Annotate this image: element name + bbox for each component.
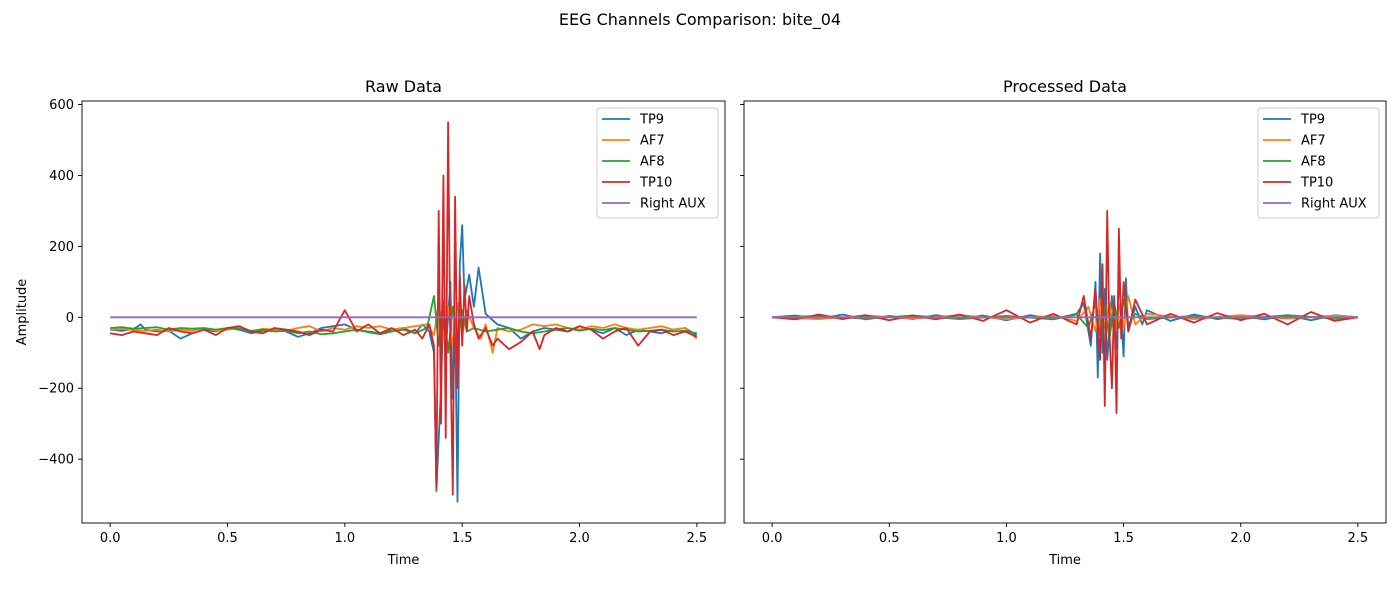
processed-data-xlabel: Time [1048, 553, 1081, 568]
raw-data-legend-label: TP9 [639, 113, 664, 128]
raw-data-ylabel: Amplitude [15, 279, 30, 346]
raw-data-xlabel: Time [387, 553, 420, 568]
processed-data-xtick-label: 0.0 [762, 531, 783, 546]
raw-data-ytick-label: 400 [49, 169, 74, 184]
raw-data-ytick-label: 200 [49, 240, 74, 255]
raw-data-ytick-label: 600 [49, 98, 74, 113]
processed-data-legend-label: TP10 [1300, 176, 1333, 191]
raw-data-xtick-label: 0.5 [217, 531, 238, 546]
processed-data-xtick-label: 2.0 [1230, 531, 1251, 546]
processed-data-axes-frame [743, 100, 1387, 524]
processed-data-xtick-label: 1.5 [1113, 531, 1134, 546]
raw-data-legend: TP9 AF7 AF8 TP10 Right AUX [596, 107, 719, 219]
raw-data-legend-label: Right AUX [640, 197, 706, 212]
raw-data-xtick-label: 2.5 [686, 531, 707, 546]
raw-data-xtick-label: 0.0 [100, 531, 121, 546]
processed-data-series-group [772, 209, 1359, 415]
processed-data-legend-label: TP9 [1300, 113, 1325, 128]
raw-data-axes-frame [81, 100, 726, 524]
processed-data-title: Processed Data [1003, 77, 1127, 96]
processed-data-legend-label: AF8 [1301, 155, 1326, 170]
raw-data-title: Raw Data [365, 77, 442, 96]
raw-data-ytick-label: −400 [38, 453, 74, 468]
raw-data-legend-label: AF8 [640, 155, 665, 170]
raw-data-legend-label: TP10 [639, 176, 672, 191]
raw-data-xtick-label: 2.0 [569, 531, 590, 546]
processed-data-panel: Processed Data 0.0 0.5 1.0 1.5 2.0 2.5 Time TP9 A… [740, 77, 1387, 568]
raw-data-xtick-label: 1.5 [452, 531, 473, 546]
raw-data-legend-label: AF7 [640, 134, 665, 149]
processed-data-xtick-label: 1.0 [996, 531, 1017, 546]
raw-data-legend-box [596, 107, 719, 219]
figure-suptitle: EEG Channels Comparison: bite_04 [559, 10, 841, 30]
raw-data-ytick-label: 0 [66, 311, 74, 326]
raw-data-panel: Raw Data 0.0 0.5 1.0 1.5 2.0 2.5 −400 −200 0 200 40… [15, 77, 726, 568]
processed-data-xtick-label: 2.5 [1348, 531, 1369, 546]
processed-data-xtick-label: 0.5 [879, 531, 900, 546]
raw-data-ytick-label: −200 [38, 382, 74, 397]
raw-data-xtick-label: 1.0 [334, 531, 355, 546]
processed-data-legend-label: Right AUX [1301, 197, 1367, 212]
processed-data-legend-box [1257, 107, 1380, 219]
processed-data-legend: TP9 AF7 AF8 TP10 Right AUX [1257, 107, 1380, 219]
processed-data-legend-label: AF7 [1301, 134, 1326, 149]
raw-data-series-group [110, 121, 698, 503]
raw-data-series-tp10 [110, 121, 698, 496]
